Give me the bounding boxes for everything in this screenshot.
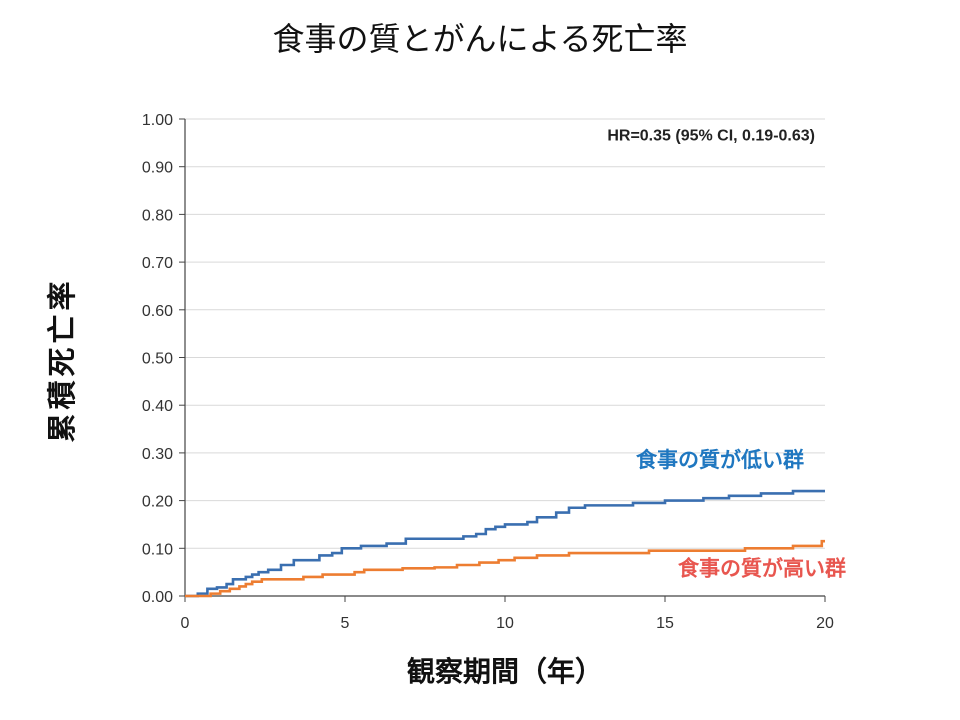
y-tick-label: 0.90 — [142, 160, 173, 177]
tick-labels: 0.00 0.10 0.20 0.30 0.40 0.50 0.60 0.70 0.80 0.90… — [142, 112, 834, 632]
series-line-high-quality — [185, 539, 825, 598]
y-tick-label: 0.40 — [142, 398, 173, 415]
chart-title: 食事の質とがんによる死亡率 — [272, 20, 688, 58]
x-tick-label: 20 — [816, 615, 834, 632]
series-lines — [185, 489, 825, 598]
y-tick-label: 0.30 — [142, 446, 173, 463]
hazard-ratio-annotation: HR=0.35 (95% CI, 0.19-0.63) — [607, 127, 815, 144]
y-tick-label: 0.20 — [142, 494, 173, 511]
series-line-low-quality — [185, 489, 825, 598]
x-tick-label: 10 — [496, 615, 514, 632]
y-tick-label: 0.50 — [142, 351, 173, 368]
x-tick-label: 5 — [341, 615, 350, 632]
x-axis-label: 観察期間（年） — [406, 655, 603, 688]
x-tick-label: 0 — [181, 615, 190, 632]
y-tick-label: 0.10 — [142, 541, 173, 558]
axes — [179, 118, 826, 602]
y-tick-label: 1.00 — [142, 112, 173, 129]
series-label-low-quality: 食事の質が低い群 — [636, 448, 804, 472]
gridlines — [185, 118, 825, 549]
series-label-high-quality: 食事の質が高い群 — [678, 556, 846, 580]
y-tick-label: 0.00 — [142, 589, 173, 606]
y-tick-label: 0.80 — [142, 207, 173, 224]
y-tick-label: 0.60 — [142, 303, 173, 320]
y-tick-label: 0.70 — [142, 255, 173, 272]
x-tick-label: 15 — [656, 615, 674, 632]
